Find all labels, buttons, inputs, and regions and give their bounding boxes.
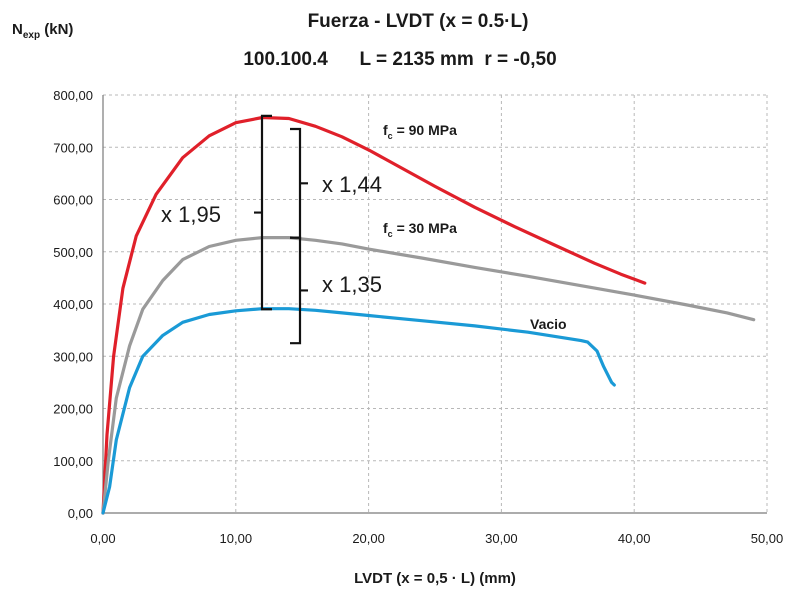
bracket-label-1-44: x 1,44 <box>322 172 382 197</box>
axes <box>102 95 767 514</box>
series-label-fc90-rest: = 90 MPa <box>393 122 457 138</box>
brackets <box>254 114 308 345</box>
x-tick-label: 20,00 <box>352 531 385 546</box>
series-label-fc90: fc = 90 MPa <box>383 122 457 141</box>
series-group <box>101 115 756 515</box>
bracket-label-1-95: x 1,95 <box>161 202 221 227</box>
y-tick-label: 700,00 <box>53 140 93 155</box>
y-axis-label-main: N <box>12 21 23 38</box>
y-tick-label: 400,00 <box>53 297 93 312</box>
y-axis-label-sub: exp <box>23 30 40 41</box>
y-tick-label: 300,00 <box>53 349 93 364</box>
bracket-1-95 <box>254 114 272 311</box>
y-tick-label: 100,00 <box>53 454 93 469</box>
x-axis-label: LVDT (x = 0,5 · L) (mm) <box>354 570 516 587</box>
series-label-fc30-main: f <box>383 220 388 236</box>
series-label-fc90-sub: c <box>388 131 393 141</box>
y-tick-label: 600,00 <box>53 193 93 208</box>
y-tick-label: 800,00 <box>53 88 93 103</box>
bracket-1-44 <box>290 127 308 239</box>
chart-subtitle: 100.100.4 L = 2135 mm r = -0,50 <box>243 49 556 70</box>
series-label-vacio: Vacio <box>530 316 567 332</box>
bracket-label-1-35: x 1,35 <box>322 272 382 297</box>
x-tick-label: 0,00 <box>90 531 115 546</box>
y-tick-label: 0,00 <box>68 506 93 521</box>
bracket-1-35 <box>290 236 308 345</box>
y-axis-label: Nexp (kN) <box>12 21 73 41</box>
y-tick-label: 200,00 <box>53 402 93 417</box>
y-tick-labels: 0,00 100,00 200,00 300,00 400,00 500,00 600,00… <box>53 88 93 521</box>
series-label-fc90-main: f <box>383 122 388 138</box>
y-tick-label: 500,00 <box>53 245 93 260</box>
series-label-fc30-rest: = 30 MPa <box>393 220 457 236</box>
x-tick-label: 40,00 <box>618 531 651 546</box>
x-tick-labels: 0,00 10,00 20,00 30,00 40,00 50,00 <box>90 531 783 546</box>
grid <box>103 94 768 513</box>
series-line-fc30 <box>101 236 756 515</box>
series-label-fc30-sub: c <box>388 229 393 239</box>
series-label-fc30: fc = 30 MPa <box>383 220 457 239</box>
series-line-fc90 <box>101 115 647 515</box>
x-tick-label: 30,00 <box>485 531 518 546</box>
y-axis-label-unit: (kN) <box>40 21 73 38</box>
chart-title: Fuerza - LVDT (x = 0.5·L) <box>308 11 529 32</box>
x-tick-label: 10,00 <box>220 531 253 546</box>
series-line-vacio <box>101 307 616 515</box>
x-tick-label: 50,00 <box>751 531 784 546</box>
